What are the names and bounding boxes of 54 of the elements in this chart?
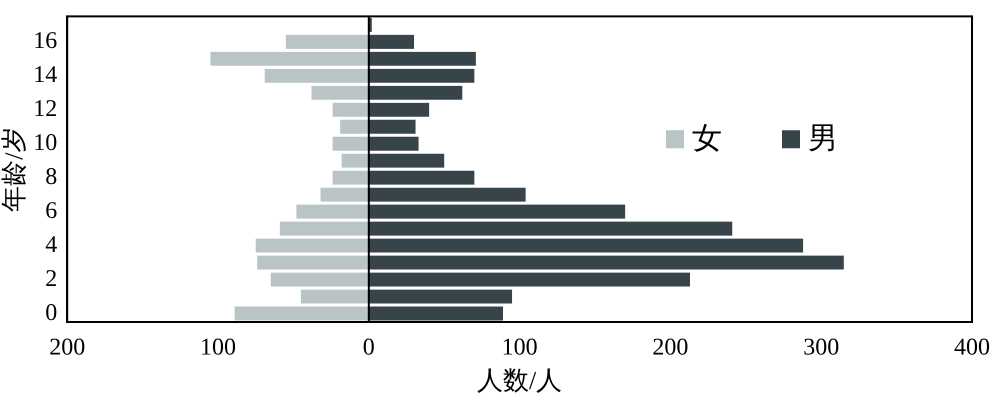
bar: [368, 170, 474, 185]
bar: [368, 256, 844, 270]
x-tick-label: 400: [954, 334, 990, 361]
bar: [368, 238, 804, 253]
bar: [234, 306, 369, 320]
bar: [368, 136, 419, 151]
x-tick-label: 0: [362, 334, 375, 361]
bar: [368, 120, 416, 134]
bar: [332, 170, 369, 185]
y-tick-label: 4: [45, 232, 58, 258]
bar: [368, 306, 504, 320]
bar: [368, 222, 732, 236]
bar: [300, 290, 369, 304]
x-tick-label: 100: [200, 334, 236, 361]
bar: [280, 222, 369, 236]
y-tick-label: 10: [33, 130, 58, 156]
bar: [210, 52, 369, 66]
bar: [340, 120, 369, 134]
bar: [368, 188, 526, 202]
y-tick-label: 8: [45, 164, 58, 190]
bar: [342, 154, 369, 168]
bar: [368, 204, 626, 219]
bar: [368, 154, 444, 168]
bar: [332, 102, 369, 117]
y-axis-title: 年龄/岁: [0, 126, 28, 212]
bar: [368, 102, 430, 117]
bar: [296, 204, 369, 219]
bar: [368, 86, 462, 100]
y-tick-label: 12: [33, 96, 58, 122]
bar: [257, 256, 369, 270]
bar: [368, 52, 476, 66]
bar: [368, 68, 474, 83]
y-tick-label: 14: [33, 62, 58, 88]
bar: [368, 272, 690, 287]
bar: [368, 34, 414, 49]
x-tick-label: 300: [803, 334, 840, 361]
x-axis-title: 人数/人: [476, 366, 562, 396]
bar: [264, 68, 369, 83]
y-tick-label: 6: [45, 198, 58, 224]
bar: [368, 290, 512, 304]
bar: [270, 272, 369, 287]
bar: [311, 86, 369, 100]
y-tick-label: 16: [33, 28, 58, 54]
bar: [256, 238, 369, 253]
bar: [332, 136, 369, 151]
x-tick-label: 200: [49, 334, 86, 361]
legend-label: 男: [808, 122, 838, 156]
x-tick-label: 100: [502, 334, 538, 361]
bar: [320, 188, 369, 202]
y-tick-label: 0: [45, 300, 58, 326]
legend-label: 女: [692, 122, 722, 156]
y-tick-label: 2: [45, 266, 58, 292]
x-tick-label: 200: [652, 334, 688, 361]
bar: [286, 34, 369, 49]
